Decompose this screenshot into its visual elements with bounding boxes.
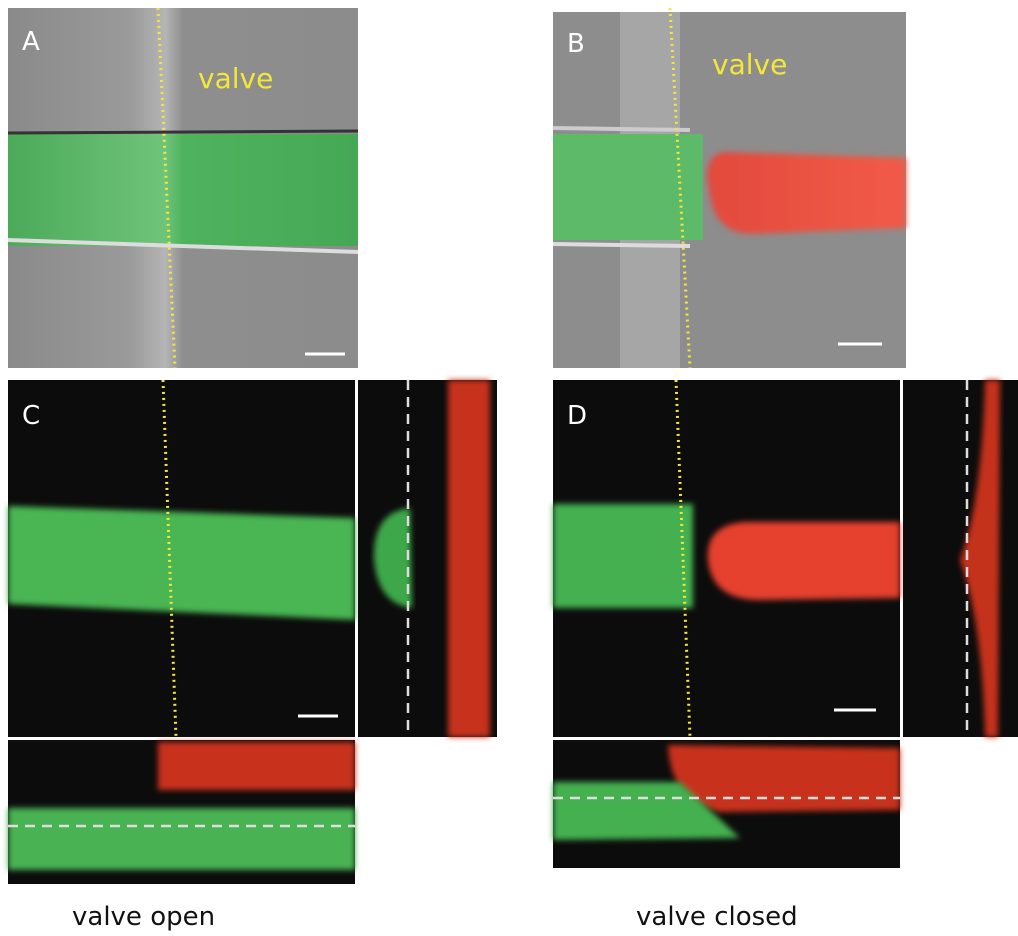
caption: valve closed — [636, 902, 798, 932]
wall — [553, 128, 690, 130]
figure: A valve B valve C D — [0, 0, 1018, 936]
red-channel — [448, 380, 490, 737]
wall — [553, 244, 690, 246]
caption: valve open — [72, 902, 215, 932]
panel-b: B valve — [553, 8, 906, 368]
panel-a: A valve — [8, 8, 358, 368]
wall — [8, 131, 358, 133]
annotation: valve — [198, 62, 273, 95]
panel-label: C — [22, 401, 40, 431]
channel — [553, 134, 703, 240]
panel-label: A — [22, 27, 40, 57]
panel-label: D — [567, 401, 587, 431]
panel-label: B — [567, 29, 585, 59]
channel — [553, 504, 693, 608]
annotation: valve — [712, 48, 787, 81]
side-view — [903, 380, 1018, 737]
red-plug — [708, 522, 900, 600]
red-plug — [707, 152, 906, 234]
red-channel — [158, 742, 355, 790]
red-channel — [668, 745, 900, 812]
channel — [8, 506, 355, 620]
panel-d: D — [553, 380, 1018, 868]
green-channel — [8, 808, 355, 870]
channel — [8, 134, 358, 246]
panel-c: C — [8, 380, 497, 884]
